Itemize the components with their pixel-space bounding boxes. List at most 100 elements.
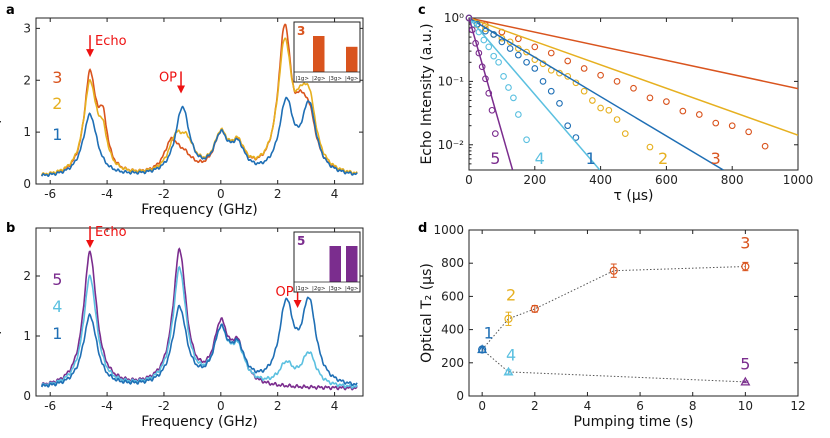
data-point [523,136,530,144]
x-tick-label: -6 [44,399,56,413]
annotation-label: OP [159,70,177,85]
x-tick-label: 200 [523,173,546,187]
series-label: 5 [490,149,500,168]
data-point [477,344,488,354]
inset-category: |1g> [296,286,310,292]
x-tick-label: 600 [655,173,678,187]
data-point [572,134,580,141]
series-line-4 [40,265,358,390]
data-point [621,130,629,137]
data-point [482,75,489,83]
x-tick-label: 8 [689,399,697,413]
data-point [491,130,499,137]
data-point [597,104,604,112]
annotation-label: Echo [95,34,127,49]
x-tick-label: 800 [721,173,744,187]
x-tick-label: -4 [101,187,113,201]
x-tick-label: 4 [331,399,339,413]
data-point [475,28,483,36]
data-point [597,71,604,79]
y-tick-label: 1 [23,329,31,343]
series-label: 1 [52,324,62,343]
y-axis-label: Optical T₂ (μs) [419,263,435,363]
inset-category: |3g> [329,286,343,292]
y-tick-label: 0 [456,389,464,403]
data-point [580,87,588,95]
data-point [490,31,498,38]
data-point [504,314,513,323]
data-point [523,48,530,56]
annotation-arrowhead [86,240,95,248]
x-axis-label: Frequency (GHz) [141,414,257,430]
x-axis-label: τ (μs) [613,188,653,204]
annotation-label: OP [276,285,294,300]
data-point [556,100,563,107]
y-tick-label: 1000 [433,223,464,237]
data-point [740,376,751,386]
data-point [510,94,517,102]
plot-frame [35,17,364,185]
data-point [679,107,687,115]
x-tick-label: 2 [274,187,282,201]
annotation-arrowhead [293,300,302,308]
data-point [506,38,514,46]
data-point [564,57,572,65]
data-point [605,106,613,114]
panel-b: -6 -4 -2 0 2 4 0 1 2 Frequency (GHz) Absorption (c… [0,225,364,430]
inset-category: |1g> [296,76,310,82]
y-tick-label: 0 [23,389,31,403]
y-tick-label: 0 [23,177,31,191]
data-point [761,142,769,150]
data-point [498,38,506,46]
inset-category: |2g> [312,76,326,82]
plot-frame [35,227,364,397]
inset-category: |4g> [345,286,359,292]
trend-line-increase [481,266,746,350]
inset-bar [346,246,358,282]
data-point [465,14,473,22]
x-tick-label: 0 [465,173,473,187]
x-tick-label: 6 [636,399,644,413]
fit-line-3 [469,18,798,90]
panel-label-b: b [6,221,15,236]
x-tick-label: 400 [589,173,612,187]
data-point [500,73,507,80]
series-label: 2 [506,286,516,305]
data-point [745,128,753,136]
data-point [547,49,555,57]
inset: 5 |1g> |2g> |3g> |4g> [293,231,361,293]
data-point [712,119,720,127]
series-label: 3 [711,149,721,168]
x-tick-label: -4 [101,399,113,413]
panel-a: -6 -4 -2 0 2 4 0 1 2 3 Frequency (GHz) Absorption (… [0,17,364,218]
x-tick-label: 1000 [783,173,814,187]
fit-line-2 [469,18,798,136]
series-label: 5 [52,270,62,289]
data-point [564,122,572,130]
series-line-2 [40,37,358,176]
annotation-arrowhead [177,85,186,94]
x-tick-label: 0 [217,187,225,201]
series-label: 2 [658,149,668,168]
fit-line-1 [469,18,724,170]
data-point [589,97,596,104]
data-point [613,116,621,123]
y-tick-label: 2 [23,73,31,87]
y-tick-label: 10⁰ [444,11,464,25]
inset-category: |4g> [345,76,359,82]
x-tick-label: 10 [738,399,753,413]
data-point [531,65,539,72]
data-point [482,25,489,32]
data-point [564,73,572,80]
x-tick-label: 12 [790,399,805,413]
data-point [498,34,506,42]
annotation-label: Echo [95,225,127,240]
plot-frame [468,229,799,397]
data-point [547,87,555,95]
panel-label-d: d [418,221,427,236]
series-label: 4 [506,345,516,364]
plot-frame [468,17,799,171]
y-axis-label: Absorption (cm⁻¹) [0,38,2,164]
